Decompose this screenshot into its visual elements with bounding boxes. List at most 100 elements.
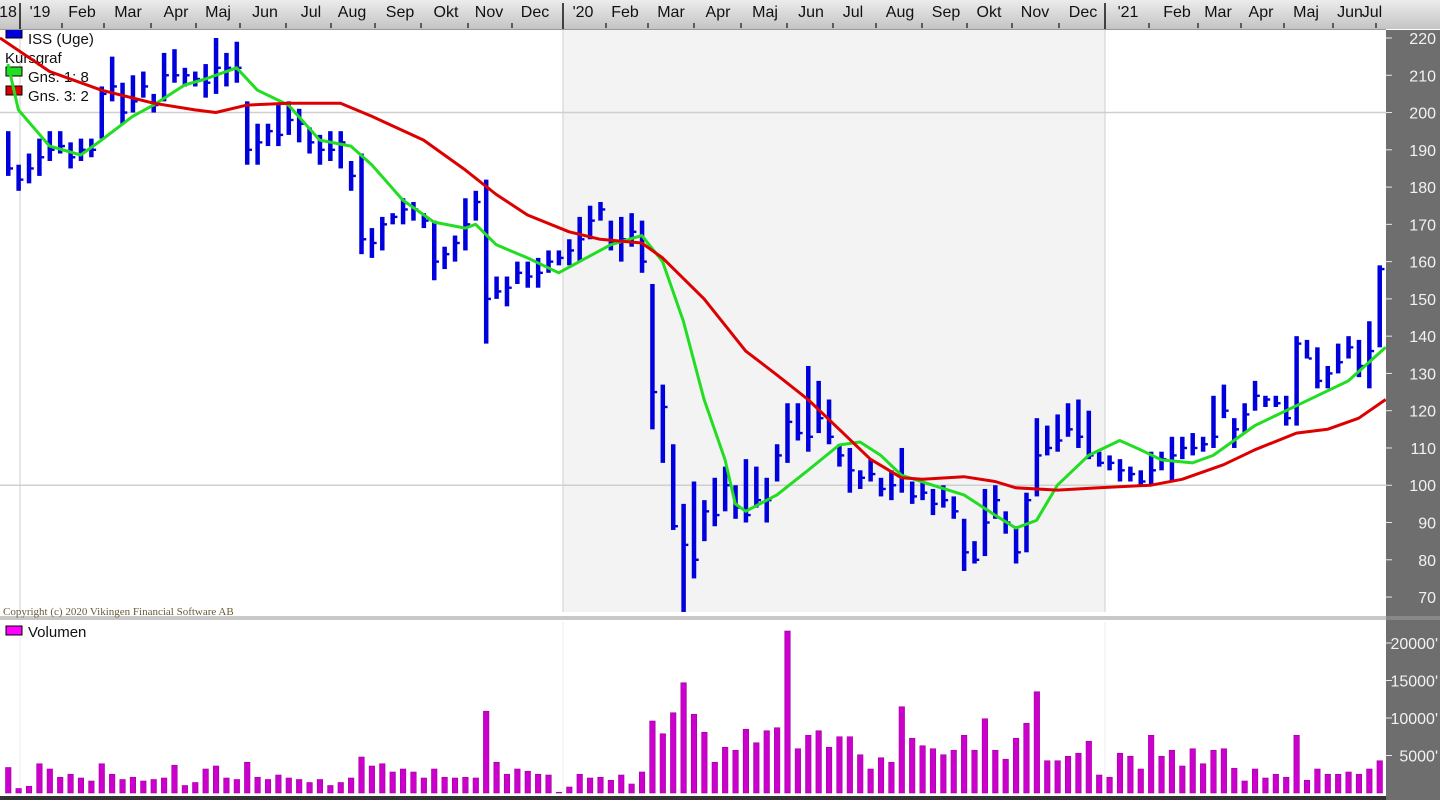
legend-label: Volumen bbox=[28, 624, 86, 641]
price-bar-range bbox=[483, 179, 489, 344]
volume-bar bbox=[1303, 779, 1311, 794]
price-bar bbox=[172, 49, 180, 83]
x-tick-label: Jul bbox=[843, 4, 863, 21]
volume-y-tick-label: 5000' bbox=[1399, 749, 1438, 766]
volume-bar bbox=[140, 780, 147, 794]
price-bar bbox=[670, 444, 678, 530]
price-bar-range bbox=[993, 485, 998, 519]
price-bar-close-tick bbox=[924, 491, 928, 494]
volume-bar bbox=[1231, 767, 1238, 794]
volume-bar bbox=[566, 786, 573, 794]
price-bar-close-tick bbox=[228, 66, 232, 70]
price-bar-range bbox=[1325, 365, 1331, 389]
price-bar bbox=[837, 444, 845, 467]
value-axis-background bbox=[1386, 30, 1440, 800]
price-bar bbox=[660, 384, 668, 463]
price-bar-range bbox=[1200, 436, 1206, 452]
price-bar-range bbox=[1117, 459, 1123, 482]
volume-bar bbox=[535, 773, 542, 794]
time-axis-header: 18'19 Feb Mar Apr Maj Jun Jul Aug Sep Okt Nov Dec '2… bbox=[0, 0, 1440, 30]
price-bar-close-tick bbox=[997, 498, 1001, 502]
volume-bar bbox=[1241, 780, 1248, 794]
volume-bar bbox=[503, 773, 511, 794]
price-bar-range bbox=[515, 261, 520, 284]
price-bar-close-tick bbox=[1225, 409, 1229, 412]
price-bar-close-tick bbox=[841, 454, 845, 457]
y-tick-label: 200 bbox=[1409, 106, 1436, 123]
price-bar bbox=[1034, 418, 1042, 497]
volume-bar bbox=[774, 727, 781, 794]
volume-bar bbox=[711, 761, 718, 794]
price-bar-range bbox=[338, 131, 343, 169]
volume-bar bbox=[898, 706, 905, 794]
volume-y-tick-label: 15000' bbox=[1390, 674, 1438, 691]
price-bar bbox=[109, 56, 117, 102]
volume-bar bbox=[638, 771, 646, 794]
price-bar-close-tick bbox=[176, 74, 180, 77]
volume-bar bbox=[524, 770, 531, 794]
volume-bar bbox=[77, 777, 85, 794]
price-bar-range bbox=[889, 470, 894, 501]
price-bar-range bbox=[1304, 339, 1310, 359]
volume-bar bbox=[410, 771, 417, 794]
price-bar bbox=[57, 131, 65, 154]
price-bar bbox=[1252, 380, 1260, 411]
price-bar-range bbox=[722, 466, 728, 512]
volume-bar bbox=[472, 777, 479, 794]
volume-bar bbox=[1179, 765, 1186, 794]
price-bar-range bbox=[847, 447, 853, 493]
price-bar bbox=[26, 153, 34, 184]
volume-bar bbox=[129, 776, 136, 794]
price-bar bbox=[878, 477, 886, 497]
price-bar-close-tick bbox=[30, 167, 34, 170]
price-bar bbox=[130, 75, 138, 113]
x-tick-label: Jul bbox=[301, 4, 321, 21]
volume-bar bbox=[1064, 755, 1072, 794]
price-bar bbox=[535, 257, 543, 288]
price-bar-range bbox=[1169, 436, 1175, 482]
price-bar-range bbox=[1294, 336, 1299, 426]
price-bar bbox=[639, 220, 647, 273]
price-bar-close-tick bbox=[1256, 394, 1260, 397]
price-bar-close-tick bbox=[602, 208, 606, 211]
price-bar bbox=[265, 123, 273, 147]
price-bar-close-tick bbox=[893, 484, 897, 487]
volume-bar bbox=[493, 761, 500, 794]
price-bar-range bbox=[743, 459, 749, 523]
price-bar-close-tick bbox=[165, 74, 169, 77]
volume-bar bbox=[961, 734, 968, 794]
price-bar-range bbox=[681, 503, 686, 612]
volume-bar bbox=[192, 782, 199, 794]
price-bar-close-tick bbox=[280, 133, 284, 137]
price-bar bbox=[1138, 470, 1146, 486]
x-tick-label: Sep bbox=[386, 4, 415, 21]
volume-bar bbox=[618, 774, 625, 794]
y-tick-label: 110 bbox=[1410, 441, 1436, 458]
price-bar-close-tick bbox=[93, 148, 97, 152]
x-tick-label: Jul bbox=[1362, 4, 1382, 21]
price-bar-close-tick bbox=[1319, 379, 1323, 383]
price-bar bbox=[691, 481, 699, 579]
volume-bar bbox=[296, 779, 303, 794]
price-bar-range bbox=[1013, 526, 1019, 564]
volume-bar bbox=[1002, 758, 1009, 794]
volume-bar bbox=[680, 682, 687, 794]
price-bar bbox=[702, 500, 710, 542]
price-bar-close-tick bbox=[1069, 428, 1073, 431]
volume-bar bbox=[607, 779, 614, 794]
volume-bar bbox=[348, 777, 355, 794]
volume-bar bbox=[1054, 760, 1061, 794]
price-bar-close-tick bbox=[1204, 443, 1208, 446]
price-bar-close-tick bbox=[955, 510, 959, 513]
x-tick-label: Nov bbox=[475, 4, 503, 21]
price-bar-range bbox=[307, 127, 312, 154]
price-bar bbox=[6, 131, 13, 176]
price-bar-close-tick bbox=[560, 256, 564, 260]
price-bar-range bbox=[951, 496, 956, 519]
volume-bar bbox=[587, 777, 594, 794]
volume-bar bbox=[161, 777, 168, 794]
volume-bar bbox=[1345, 771, 1352, 794]
price-bar bbox=[920, 481, 928, 501]
volume-bar bbox=[722, 746, 729, 794]
